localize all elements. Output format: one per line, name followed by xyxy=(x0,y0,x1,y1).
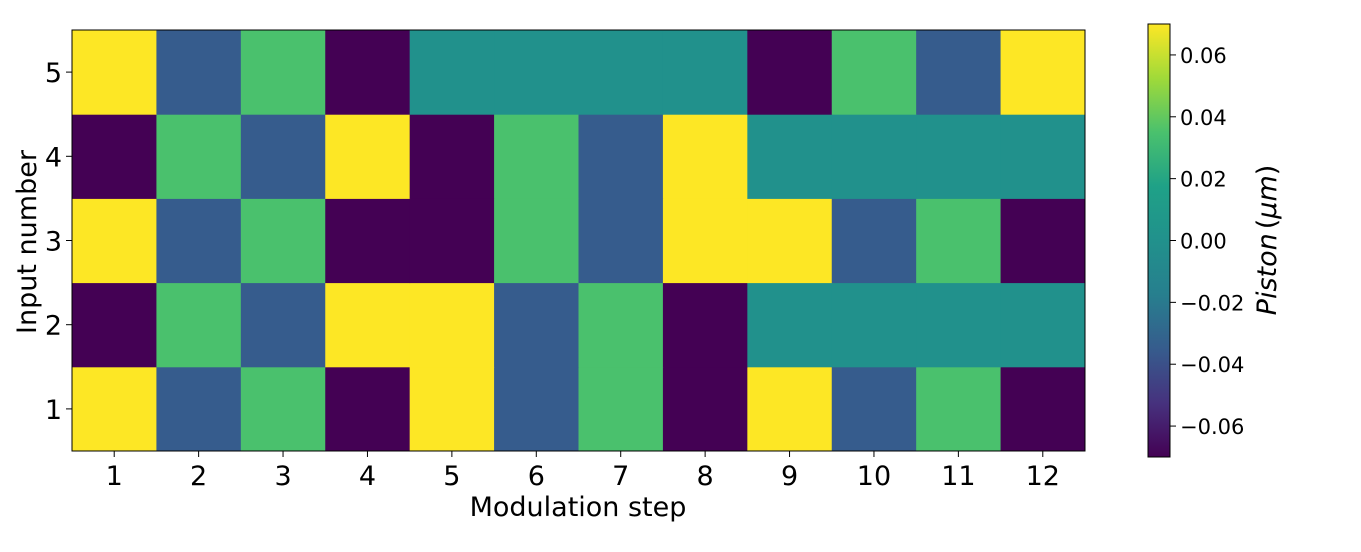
heatmap-cell xyxy=(662,114,748,199)
heatmap-cell xyxy=(325,30,411,115)
x-tick-label: 7 xyxy=(612,461,629,492)
heatmap-cell xyxy=(156,114,242,199)
heatmap-cell xyxy=(494,114,579,199)
heatmap-cell xyxy=(662,366,748,452)
colorbar-label-close-paren: ) xyxy=(1252,165,1283,176)
heatmap-cell xyxy=(831,366,917,452)
heatmap-cell xyxy=(831,30,917,115)
heatmap-cell xyxy=(494,282,579,368)
heatmap-cell xyxy=(156,366,242,452)
heatmap-cell xyxy=(409,366,495,452)
colorbar-tick-label: −0.06 xyxy=(1180,415,1244,439)
heatmap-cell xyxy=(325,366,411,452)
x-tick-label: 6 xyxy=(528,461,545,492)
x-tick-label: 4 xyxy=(359,461,376,492)
colorbar xyxy=(1147,23,1171,458)
colorbar-tick-label: −0.02 xyxy=(1180,291,1244,315)
heatmap-cell xyxy=(240,366,326,452)
heatmap-cell xyxy=(916,282,1002,368)
x-tick-label: 8 xyxy=(697,461,714,492)
heatmap-cell xyxy=(578,282,664,368)
x-tick-label: 5 xyxy=(443,461,460,492)
heatmap-cell xyxy=(325,282,411,368)
x-tick-label: 3 xyxy=(274,461,291,492)
heatmap-cell xyxy=(662,30,748,115)
y-tick-label: 5 xyxy=(45,58,62,89)
heatmap-cell xyxy=(156,198,242,284)
colorbar-ticks: −0.06 −0.04 −0.02 0.00 0.02 0.04 0.06 xyxy=(1170,44,1244,439)
heatmap-cell xyxy=(240,282,326,368)
heatmap-cell xyxy=(156,30,242,115)
heatmap-cell xyxy=(409,198,495,284)
heatmap-cell xyxy=(72,198,157,284)
heatmap-cell xyxy=(916,30,1002,115)
heatmap-cell xyxy=(747,114,833,199)
colorbar-tick-label: −0.04 xyxy=(1180,353,1244,377)
heatmap-cell xyxy=(1000,366,1086,452)
heatmap-cell xyxy=(72,282,157,368)
y-axis-ticks: 1 2 3 4 5 xyxy=(45,58,72,426)
heatmap-cell xyxy=(662,198,748,284)
heatmap-cell xyxy=(72,30,157,115)
colorbar-label-unit: μm xyxy=(1252,175,1283,219)
heatmap-cell xyxy=(578,198,664,284)
heatmap-cell xyxy=(72,366,157,452)
x-tick-label: 2 xyxy=(190,461,207,492)
colorbar-tick-label: 0.06 xyxy=(1180,44,1227,68)
heatmap-cells xyxy=(72,30,1086,452)
colorbar-label-open-paren: ( xyxy=(1252,219,1283,230)
heatmap-cell xyxy=(494,198,579,284)
colorbar-label-quantity: Piston xyxy=(1252,233,1283,315)
x-tick-label: 9 xyxy=(781,461,798,492)
x-tick-label: 12 xyxy=(1026,461,1060,492)
y-tick-label: 2 xyxy=(45,311,62,342)
heatmap-cell xyxy=(747,198,833,284)
heatmap-cell xyxy=(1000,198,1086,284)
y-tick-label: 3 xyxy=(45,227,62,258)
heatmap-cell xyxy=(578,114,664,199)
heatmap-cell xyxy=(831,198,917,284)
heatmap-cell xyxy=(1000,30,1086,115)
heatmap-cell xyxy=(578,30,664,115)
x-tick-label: 1 xyxy=(106,461,123,492)
heatmap-cell xyxy=(156,282,242,368)
heatmap-cell xyxy=(494,366,579,452)
heatmap-cell xyxy=(747,366,833,452)
colorbar-tick-label: 0.00 xyxy=(1180,230,1227,254)
heatmap-cell xyxy=(325,114,411,199)
heatmap-cell xyxy=(747,30,833,115)
y-axis-label: Input number xyxy=(12,149,43,334)
heatmap-cell xyxy=(831,282,917,368)
heatmap-cell xyxy=(325,198,411,284)
heatmap-cell xyxy=(409,30,495,115)
heatmap-cell xyxy=(240,114,326,199)
heatmap-cell xyxy=(578,366,664,452)
colorbar-label: Piston (μm) xyxy=(1252,165,1283,316)
heatmap-cell xyxy=(1000,114,1086,199)
heatmap-cell xyxy=(72,114,157,199)
heatmap-cell xyxy=(916,114,1002,199)
heatmap-cell xyxy=(916,366,1002,452)
heatmap-cell xyxy=(831,114,917,199)
y-tick-label: 4 xyxy=(45,142,62,173)
heatmap-cell xyxy=(1000,282,1086,368)
heatmap-cell xyxy=(747,282,833,368)
x-tick-label: 10 xyxy=(857,461,891,492)
colorbar-tick-label: 0.04 xyxy=(1180,106,1227,130)
heatmap-cell xyxy=(409,282,495,368)
colorbar-tick-label: 0.02 xyxy=(1180,168,1227,192)
x-axis-ticks: 1 2 3 4 5 6 7 8 9 10 11 12 xyxy=(106,451,1060,492)
y-tick-label: 1 xyxy=(45,395,62,426)
x-tick-label: 11 xyxy=(941,461,975,492)
heatmap-cell xyxy=(409,114,495,199)
heatmap-cell xyxy=(240,30,326,115)
heatmap-cell xyxy=(662,282,748,368)
heatmap-cell xyxy=(240,198,326,284)
x-axis-label: Modulation step xyxy=(470,492,687,523)
heatmap-cell xyxy=(916,198,1002,284)
heatmap-cell xyxy=(494,30,579,115)
